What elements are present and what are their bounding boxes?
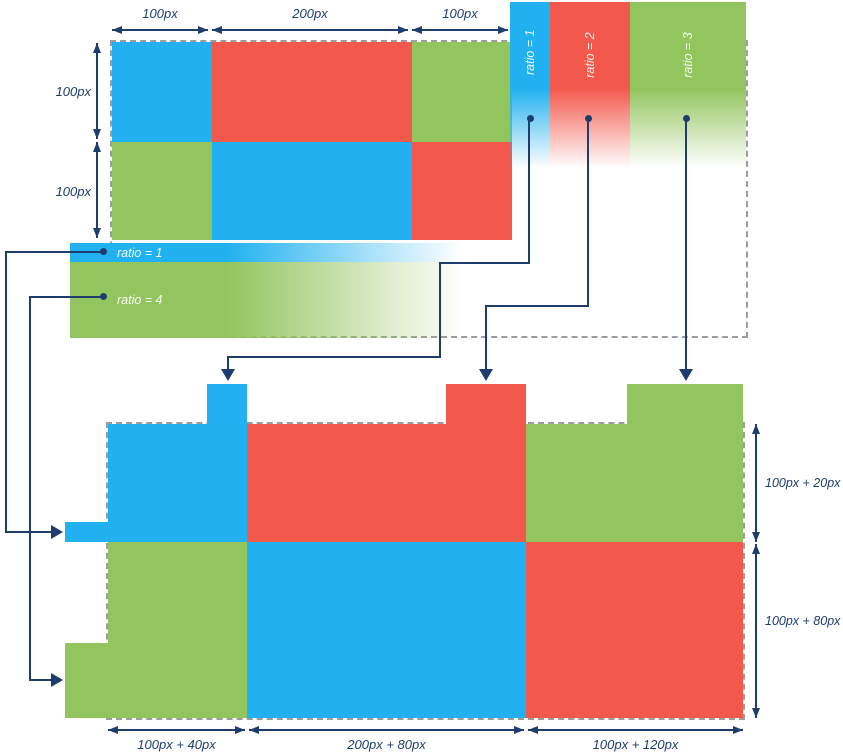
bottom-row1-dim-label: 100px + 20px [765,476,841,490]
bottom-col3-dim-label: 100px + 120px [592,737,679,752]
ratio-column-strip-1: ratio = 1 [510,2,550,168]
bottom-grid-cell-r2c2 [247,542,526,718]
ratio-row-strip-2: ratio = 4 [70,262,462,338]
top-col2-dim-arrow-icon [212,26,408,34]
red-column-arrow-down-icon [479,369,493,381]
bottom-col2-dim-label: 200px + 80px [347,737,426,752]
top-col1-dim-arrow-icon [112,26,208,34]
top-grid-cell-r2c2 [212,142,412,240]
bottom-grid-cell-r1c3 [526,424,743,542]
blue-column-connector-line [439,262,530,264]
green-column-connector-dot [683,115,690,122]
top-row2-dim-label: 100px [55,184,91,199]
ratio-column-strip-3: ratio = 3 [630,2,746,168]
ratio-row-1-label: ratio = 1 [117,245,163,260]
green-row-connector-line [29,296,31,681]
red-column-connector-line [485,305,589,307]
blue-column-connector-line [528,118,530,264]
top-col2-dim-label: 200px [292,6,328,21]
ratio-row-strip-1: ratio = 1 [70,243,462,262]
ratio-column-3-label: ratio = 3 [681,32,695,78]
ratio-row-2-label: ratio = 4 [117,293,163,307]
blue-column-connector-line [227,356,229,370]
bottom-grid-cell-r1c2 [247,424,526,542]
green-column-connector-line [685,118,687,370]
bottom-grid-cell-r2c3 [526,542,743,718]
green-row-arrow-right-icon [51,673,63,687]
green-row-connector-dot [100,293,107,300]
green-row-connector-line [29,679,51,681]
bottom-row2-dim-label: 100px + 80px [765,614,841,628]
bottom-grid-cell-r2c1 [108,542,247,718]
bottom-col1-dim-arrow-icon [108,726,245,734]
blue-row-connector-line [5,251,105,253]
bottom-grid-container [106,422,745,720]
bottom-row2-dim-arrow-icon [752,544,760,718]
red-column-connector-line [485,305,487,370]
bottom-col3-dim-arrow-icon [528,726,743,734]
bottom-col2-dim-arrow-icon [249,726,524,734]
blue-column-connector-dot [527,115,534,122]
top-col1-dim-label: 100px [142,6,178,21]
blue-column-connector-line [227,356,441,358]
blue-row-arrow-right-icon [51,525,63,539]
row1-extra-space-tab [65,522,108,542]
top-grid-cell-r1c3 [412,42,512,142]
red-column-connector-dot [585,115,592,122]
row2-extra-space-tab [65,643,108,718]
bottom-col1-dim-label: 100px + 40px [137,737,216,752]
ratio-column-2-label: ratio = 2 [583,32,597,78]
ratio-column-1-label: ratio = 1 [523,29,537,75]
top-grid-cell-r2c3 [412,142,512,240]
top-row1-dim-label: 100px [55,84,91,99]
green-column-arrow-down-icon [679,369,693,381]
top-row1-dim-arrow-icon [93,43,101,139]
col1-extra-space-tab [207,384,247,425]
bottom-row1-dim-arrow-icon [752,424,760,542]
blue-row-connector-line [5,251,7,533]
red-column-connector-line [587,118,589,307]
top-grid-cell-r1c1 [112,42,212,142]
top-grid-cell-r2c1 [112,142,212,240]
ratio-column-strip-2: ratio = 2 [550,2,630,168]
blue-row-connector-dot [100,248,107,255]
top-grid-cell-r1c2 [212,42,412,142]
blue-column-arrow-down-icon [221,369,235,381]
bottom-grid-cell-r1c1 [108,424,247,542]
blue-row-connector-line [5,531,51,533]
green-row-connector-line [29,296,106,298]
top-col3-dim-arrow-icon [412,26,508,34]
col2-extra-space-tab [446,384,526,425]
blue-column-connector-line [439,262,441,358]
col3-extra-space-tab [627,384,743,425]
top-col3-dim-label: 100px [442,6,478,21]
top-row2-dim-arrow-icon [93,142,101,238]
